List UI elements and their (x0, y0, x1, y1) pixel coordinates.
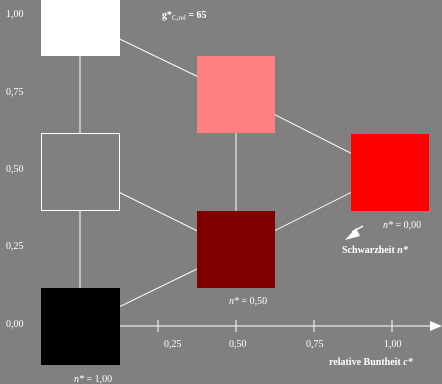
y-tick-label: 1,00 (6, 9, 24, 20)
patch-dark-red (197, 211, 275, 288)
blackness-arrowhead (345, 228, 360, 240)
patch-black (41, 288, 120, 365)
n-label-100: n* = 1,00 (74, 374, 112, 384)
y-tick-label: 0,00 (6, 319, 24, 330)
x-tick-label: 1,00 (384, 339, 402, 350)
x-axis (120, 320, 432, 332)
x-axis-arrowhead (430, 321, 442, 331)
patch-light-red (197, 56, 275, 133)
x-tick-label: 0,50 (229, 339, 247, 350)
blackness-label: Schwarzheit n* (342, 245, 409, 256)
diagram-title: g*C,rel = 65 (162, 10, 207, 22)
y-tick-label: 0,50 (6, 164, 24, 175)
y-tick-label: 0,75 (6, 87, 24, 98)
n-label-50: n* = 0,50 (229, 296, 267, 307)
x-axis-label: relative Buntheit c* (329, 357, 414, 368)
y-tick-label: 0,25 (6, 241, 24, 252)
x-tick-label: 0,75 (306, 339, 324, 350)
x-tick-label: 0,25 (164, 339, 182, 350)
n-label-0: n* = 0,00 (383, 220, 421, 231)
patch-white (41, 0, 120, 56)
patch-red (351, 134, 429, 211)
patch-gray-outline (41, 133, 120, 211)
